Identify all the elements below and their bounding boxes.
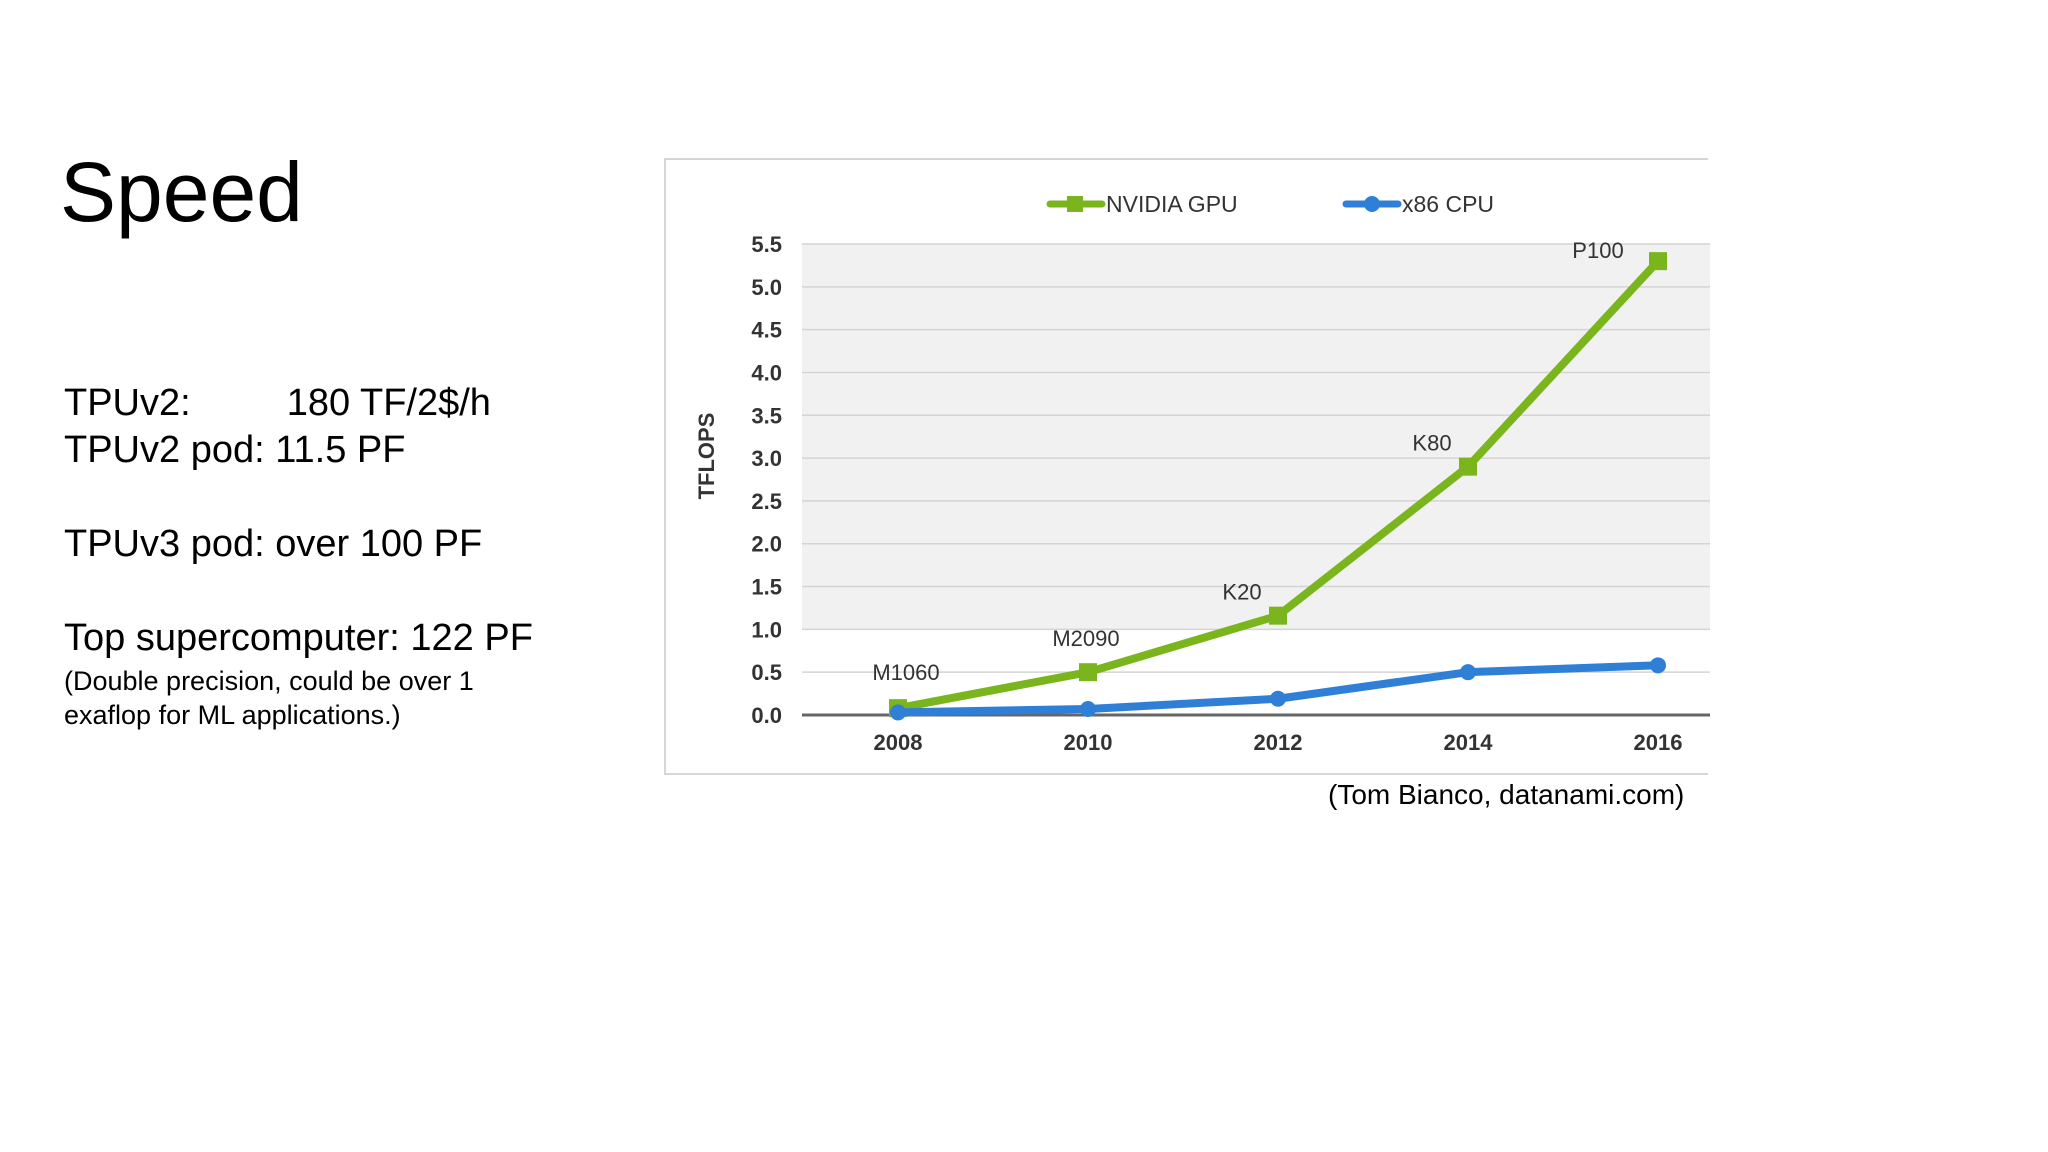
data-point bbox=[1079, 663, 1097, 682]
y-tick-label: 4.0 bbox=[751, 360, 782, 385]
series-x86-cpu bbox=[890, 657, 1666, 721]
legend: NVIDIA GPU x86 CPU bbox=[1046, 191, 1494, 217]
grid-lines bbox=[802, 243, 1710, 673]
y-axis-label: TFLOPS bbox=[694, 413, 719, 500]
x-tick-label: 2008 bbox=[874, 730, 923, 755]
point-label: K80 bbox=[1412, 431, 1451, 456]
data-point bbox=[1080, 701, 1096, 718]
data-point bbox=[1269, 606, 1287, 625]
point-label: M1060 bbox=[872, 660, 939, 685]
x-tick-label: 2010 bbox=[1064, 730, 1113, 755]
data-point bbox=[1650, 657, 1666, 674]
data-point bbox=[1459, 457, 1477, 476]
data-point bbox=[890, 704, 906, 721]
data-point bbox=[1460, 664, 1476, 681]
y-axis-ticks: 0.0 0.5 1.0 1.5 2.0 2.5 3.0 3.5 4.0 4.5 5.0 5.5 bbox=[751, 232, 782, 728]
tpuv2-line: TPUv2: 180 TF/2$/h bbox=[64, 380, 564, 427]
tpuv3-pod-line: TPUv3 pod: over 100 PF bbox=[64, 523, 483, 565]
point-label: M2090 bbox=[1052, 626, 1119, 651]
tpuv2-pod-line: TPUv2 pod: 11.5 PF bbox=[64, 429, 406, 471]
data-point bbox=[1270, 690, 1286, 707]
y-tick-label: 5.0 bbox=[751, 275, 782, 300]
y-tick-label: 3.5 bbox=[751, 403, 782, 428]
x-tick-label: 2014 bbox=[1444, 730, 1494, 755]
y-tick-label: 3.0 bbox=[751, 446, 782, 471]
tpuv2-label: TPUv2: bbox=[64, 382, 191, 424]
y-tick-label: 4.5 bbox=[751, 318, 782, 343]
x-tick-label: 2012 bbox=[1254, 730, 1303, 755]
legend-label: NVIDIA GPU bbox=[1106, 191, 1238, 217]
series-layer: M1060 M2090 K20 K80 P100 bbox=[872, 238, 1667, 721]
x-tick-label: 2016 bbox=[1634, 730, 1683, 755]
chart-svg: 0.0 0.5 1.0 1.5 2.0 2.5 3.0 3.5 4.0 4.5 5.0 5.5 200… bbox=[694, 191, 1710, 755]
x-axis-ticks: 2008 2010 2012 2014 2016 bbox=[874, 730, 1683, 755]
series-nvidia-gpu: M1060 M2090 K20 K80 P100 bbox=[872, 238, 1667, 718]
legend-item: NVIDIA GPU bbox=[1046, 191, 1238, 217]
tflops-chart: 0.0 0.5 1.0 1.5 2.0 2.5 3.0 3.5 4.0 4.5 5.0 5.5 200… bbox=[664, 158, 1710, 775]
y-tick-label: 1.5 bbox=[751, 575, 782, 600]
legend-item: x86 CPU bbox=[1342, 191, 1494, 217]
y-tick-label: 0.5 bbox=[751, 660, 782, 685]
top-supercomputer-line: Top supercomputer: 122 PF bbox=[64, 617, 533, 659]
image-credit: (Tom Bianco, datanami.com) bbox=[1328, 779, 1685, 810]
legend-marker bbox=[1364, 196, 1380, 212]
tpuv2-value: 180 TF/2$/h bbox=[286, 382, 491, 424]
legend-label: x86 CPU bbox=[1402, 191, 1494, 217]
y-tick-label: 2.5 bbox=[751, 489, 782, 514]
data-point bbox=[1649, 252, 1667, 271]
point-label: P100 bbox=[1572, 238, 1623, 263]
y-tick-label: 0.0 bbox=[751, 703, 782, 728]
stats-block: TPUv2: 180 TF/2$/h TPUv2 pod: 11.5 PF TPU… bbox=[64, 380, 564, 732]
y-tick-label: 2.0 bbox=[751, 532, 782, 557]
precision-note: (Double precision, could be over 1 exafl… bbox=[64, 666, 474, 730]
y-tick-label: 5.5 bbox=[751, 232, 782, 257]
y-tick-label: 1.0 bbox=[751, 617, 782, 642]
legend-marker bbox=[1067, 196, 1083, 212]
point-label: K20 bbox=[1222, 580, 1261, 605]
slide-title: Speed bbox=[60, 145, 303, 239]
plot-background bbox=[802, 244, 1710, 630]
